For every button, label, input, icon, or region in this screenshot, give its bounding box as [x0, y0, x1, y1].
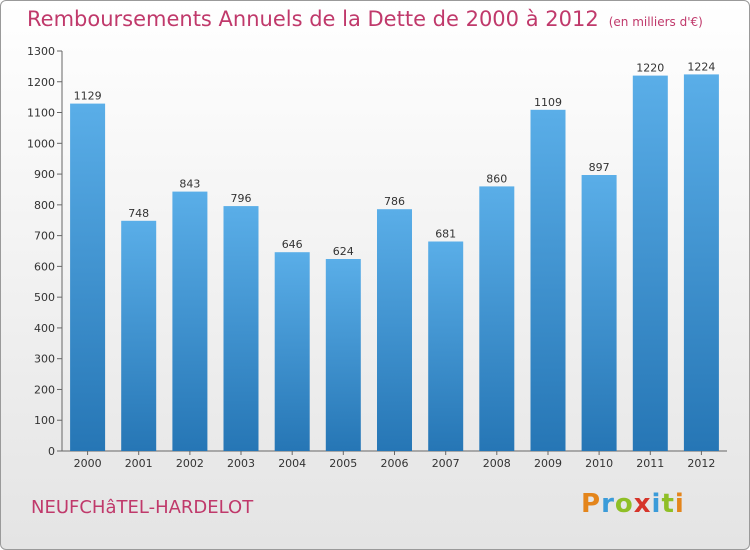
x-tick-label-2004: 2004: [278, 457, 306, 470]
x-tick-label-2006: 2006: [381, 457, 409, 470]
data-label-2005: 624: [333, 245, 354, 258]
y-tick-label: 900: [34, 168, 55, 181]
y-tick-label: 1000: [27, 137, 55, 150]
x-tick-label-2012: 2012: [687, 457, 715, 470]
bar-2000: [70, 103, 106, 451]
chart-axes: 0 100 200 300 400 500 600 700 800 900 1000 1100 1200…: [27, 45, 727, 470]
proxiti-logo: Proxiti: [581, 489, 685, 519]
chart-title: Remboursements Annuels de la Dette de 20…: [27, 7, 703, 31]
data-label-2007: 681: [435, 228, 456, 241]
data-label-2010: 897: [589, 161, 610, 174]
logo-letter: t: [661, 489, 675, 519]
y-tick-label: 1300: [27, 45, 55, 58]
chart-title-text: Remboursements Annuels de la Dette de 20…: [27, 7, 599, 31]
x-tick-label-2002: 2002: [176, 457, 204, 470]
bar-2003: [223, 206, 259, 451]
chart-unit-note: (en milliers d'€): [608, 15, 703, 29]
bar-series: 1129 748 843 796 646 624 786 681 860 1109 897 1220 1…: [70, 60, 719, 452]
y-tick-label: 1100: [27, 107, 55, 120]
y-tick-label: 0: [48, 445, 55, 458]
y-tick-label: 500: [34, 291, 55, 304]
y-tick-label: 100: [34, 414, 55, 427]
x-tick-label-2000: 2000: [74, 457, 102, 470]
commune-name: NEUFCHâTEL-HARDELOT: [31, 497, 254, 518]
bar-2007: [428, 241, 464, 451]
logo-letter: i: [674, 489, 685, 519]
y-tick-label: 600: [34, 260, 55, 273]
bar-2006: [377, 209, 412, 451]
y-tick-label: 400: [34, 322, 55, 335]
bar-2009: [530, 109, 566, 452]
data-label-2006: 786: [384, 195, 405, 208]
data-label-2008: 860: [486, 172, 507, 185]
bar-2005: [325, 259, 361, 451]
x-tick-label-2010: 2010: [585, 457, 613, 470]
x-tick-label-2003: 2003: [227, 457, 255, 470]
y-tick-label: 800: [34, 199, 55, 212]
data-label-2009: 1109: [534, 96, 562, 109]
data-label-2002: 843: [179, 178, 200, 191]
bar-2012: [683, 74, 719, 452]
x-tick-label-2007: 2007: [432, 457, 460, 470]
x-tick-label-2001: 2001: [125, 457, 153, 470]
bar-2010: [581, 175, 617, 451]
data-label-2011: 1220: [636, 62, 664, 75]
y-tick-label: 1200: [27, 76, 55, 89]
y-tick-label: 200: [34, 383, 55, 396]
bar-2008: [479, 186, 515, 451]
data-label-2003: 796: [231, 192, 252, 205]
logo-letter: P: [581, 489, 602, 519]
bar-2011: [632, 75, 668, 451]
logo-letter: r: [601, 489, 615, 519]
data-label-2001: 748: [128, 207, 149, 220]
logo-letter: x: [633, 489, 652, 519]
data-label-2012: 1224: [687, 60, 715, 73]
x-tick-label-2011: 2011: [636, 457, 664, 470]
x-tick-label-2009: 2009: [534, 457, 562, 470]
x-tick-label-2005: 2005: [329, 457, 357, 470]
logo-letter: i: [651, 489, 662, 519]
y-tick-label: 300: [34, 353, 55, 366]
data-label-2000: 1129: [74, 90, 102, 103]
bar-2002: [172, 191, 208, 451]
data-label-2004: 646: [282, 238, 303, 251]
bar-2001: [121, 220, 157, 451]
bar-2004: [274, 252, 310, 451]
x-tick-label-2008: 2008: [483, 457, 511, 470]
logo-letter: o: [614, 489, 634, 519]
y-tick-label: 700: [34, 230, 55, 243]
